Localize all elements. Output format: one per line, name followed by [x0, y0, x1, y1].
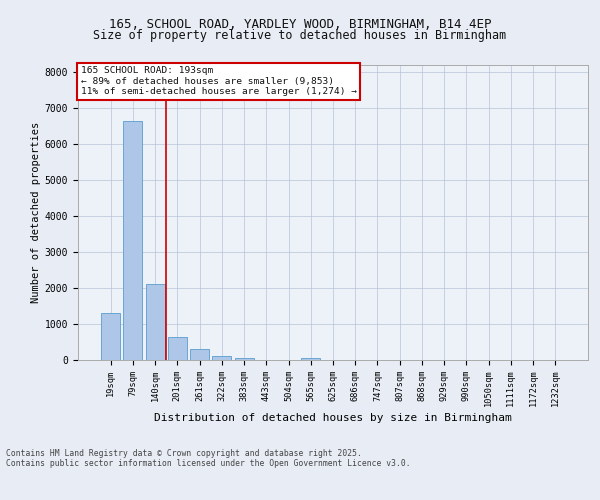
- Bar: [168, 336, 187, 360]
- Bar: [146, 284, 164, 360]
- Bar: [212, 356, 231, 360]
- Bar: [101, 313, 120, 360]
- Text: 165 SCHOOL ROAD: 193sqm
← 89% of detached houses are smaller (9,853)
11% of semi: 165 SCHOOL ROAD: 193sqm ← 89% of detache…: [80, 66, 356, 96]
- Y-axis label: Number of detached properties: Number of detached properties: [31, 122, 41, 303]
- X-axis label: Distribution of detached houses by size in Birmingham: Distribution of detached houses by size …: [154, 414, 512, 424]
- Text: Contains HM Land Registry data © Crown copyright and database right 2025.: Contains HM Land Registry data © Crown c…: [6, 448, 362, 458]
- Text: 165, SCHOOL ROAD, YARDLEY WOOD, BIRMINGHAM, B14 4EP: 165, SCHOOL ROAD, YARDLEY WOOD, BIRMINGH…: [109, 18, 491, 30]
- Bar: [190, 349, 209, 360]
- Bar: [235, 358, 254, 360]
- Text: Size of property relative to detached houses in Birmingham: Size of property relative to detached ho…: [94, 29, 506, 42]
- Bar: [301, 358, 320, 360]
- Bar: [124, 121, 142, 360]
- Text: Contains public sector information licensed under the Open Government Licence v3: Contains public sector information licen…: [6, 458, 410, 468]
